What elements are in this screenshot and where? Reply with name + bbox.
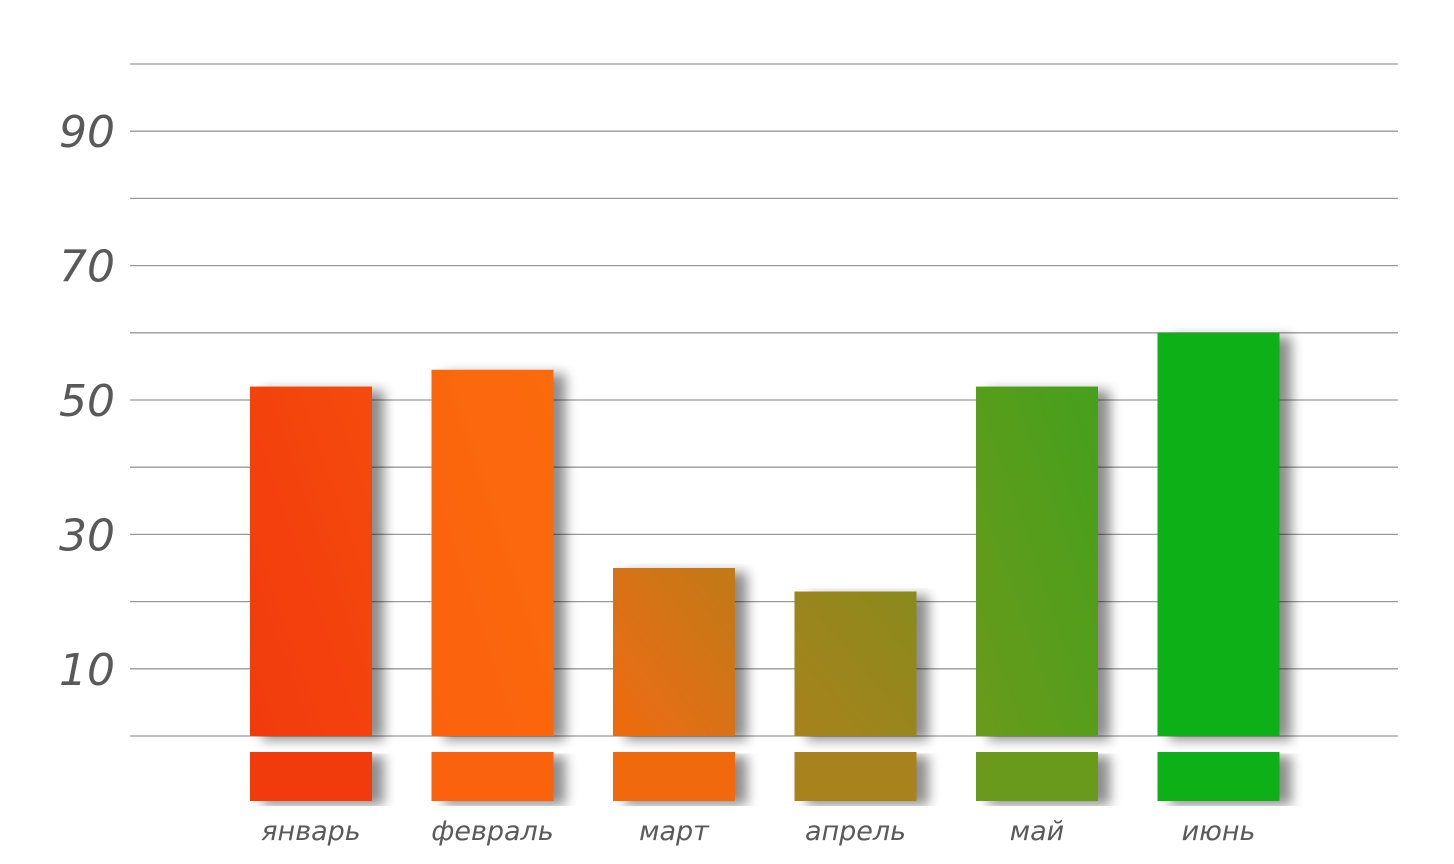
category-marker-0 [250, 752, 372, 801]
category-label: февраль [431, 816, 553, 847]
category-label: март [639, 816, 710, 847]
category-label: январь [261, 816, 360, 847]
category-marker-1 [431, 752, 554, 801]
category-markers: январь февраль март апрель май июнь [250, 752, 1280, 847]
category-label: июнь [1182, 816, 1256, 847]
category-marker-5 [1157, 752, 1280, 801]
y-tick-label: 10 [59, 645, 115, 696]
bar-4 [976, 386, 1098, 736]
y-tick-label: 30 [59, 510, 115, 561]
bar-2 [613, 568, 735, 736]
bar-1 [431, 369, 554, 736]
category-label: май [1010, 816, 1064, 847]
bar-5 [1157, 332, 1280, 736]
y-tick-label: 50 [59, 376, 115, 427]
category-marker-4 [976, 752, 1098, 801]
bar-3 [794, 591, 917, 736]
y-axis-ticks: 10 30 50 70 90 [59, 107, 115, 696]
y-tick-label: 70 [59, 242, 115, 293]
bars [250, 332, 1280, 736]
category-marker-2 [613, 752, 735, 801]
category-marker-3 [794, 752, 917, 801]
category-label: апрель [805, 816, 906, 847]
bar-0 [250, 386, 372, 736]
y-tick-label: 90 [59, 107, 115, 158]
